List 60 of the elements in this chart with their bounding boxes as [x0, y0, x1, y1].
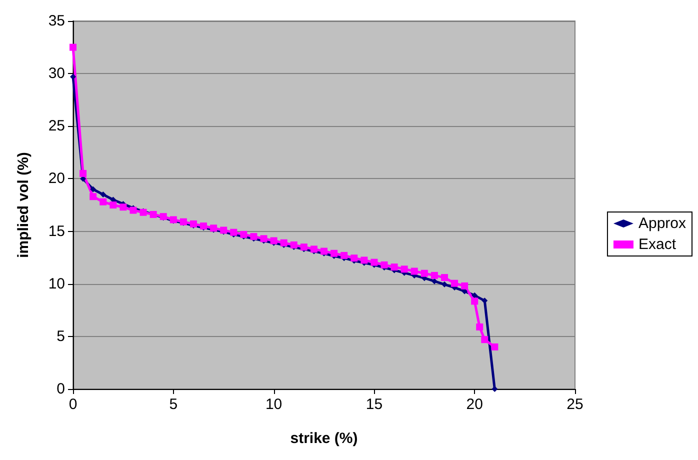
y-axis-title: implied vol (%) [15, 152, 32, 258]
y-tick-label: 30 [48, 65, 65, 82]
point [240, 230, 248, 238]
point [90, 186, 96, 192]
x-tick-label: 5 [169, 396, 178, 413]
point [430, 272, 438, 279]
point [290, 241, 298, 248]
point [260, 235, 268, 242]
legend-label: Exact [638, 236, 677, 253]
point [300, 244, 308, 251]
y-tick-label: 20 [48, 170, 65, 188]
point [380, 261, 388, 268]
point [441, 281, 448, 288]
point [431, 278, 438, 284]
point [370, 258, 378, 266]
x-tick-label: 10 [265, 396, 282, 413]
point [270, 237, 278, 244]
point [250, 233, 258, 240]
point [471, 298, 478, 305]
point [461, 282, 468, 290]
point [350, 254, 358, 262]
point [492, 386, 498, 392]
y-tick-label: 25 [48, 118, 65, 135]
x-tick-label: 0 [68, 396, 78, 413]
point [320, 248, 328, 255]
point [70, 44, 76, 51]
point [330, 250, 338, 257]
x-axis-title: strike (%) [290, 430, 358, 447]
point [90, 193, 97, 200]
point [130, 206, 137, 214]
point [410, 268, 418, 275]
point [340, 252, 348, 259]
x-tick-label: 25 [566, 396, 584, 413]
legend-label: Approx [638, 215, 686, 232]
point [481, 336, 488, 344]
point [400, 266, 408, 273]
point [360, 256, 368, 264]
point [100, 198, 107, 206]
x-tick-label: 20 [466, 396, 483, 413]
point [451, 280, 458, 287]
y-tick-label: 10 [48, 275, 65, 292]
point [390, 264, 398, 271]
point [491, 343, 498, 350]
point [310, 246, 318, 253]
point [80, 170, 87, 177]
point [110, 202, 117, 208]
point [190, 220, 197, 228]
y-tick-label: 15 [48, 222, 65, 240]
point [280, 239, 288, 246]
point [420, 270, 428, 277]
point [476, 323, 484, 330]
x-tick-label: 15 [366, 396, 383, 413]
point [230, 228, 238, 236]
y-tick-label: 5 [56, 328, 65, 345]
y-tick-label: 0 [56, 380, 65, 398]
point [120, 204, 127, 211]
point [100, 191, 106, 198]
y-tick-label: 35 [48, 12, 65, 30]
point [440, 274, 448, 282]
point [472, 292, 478, 298]
